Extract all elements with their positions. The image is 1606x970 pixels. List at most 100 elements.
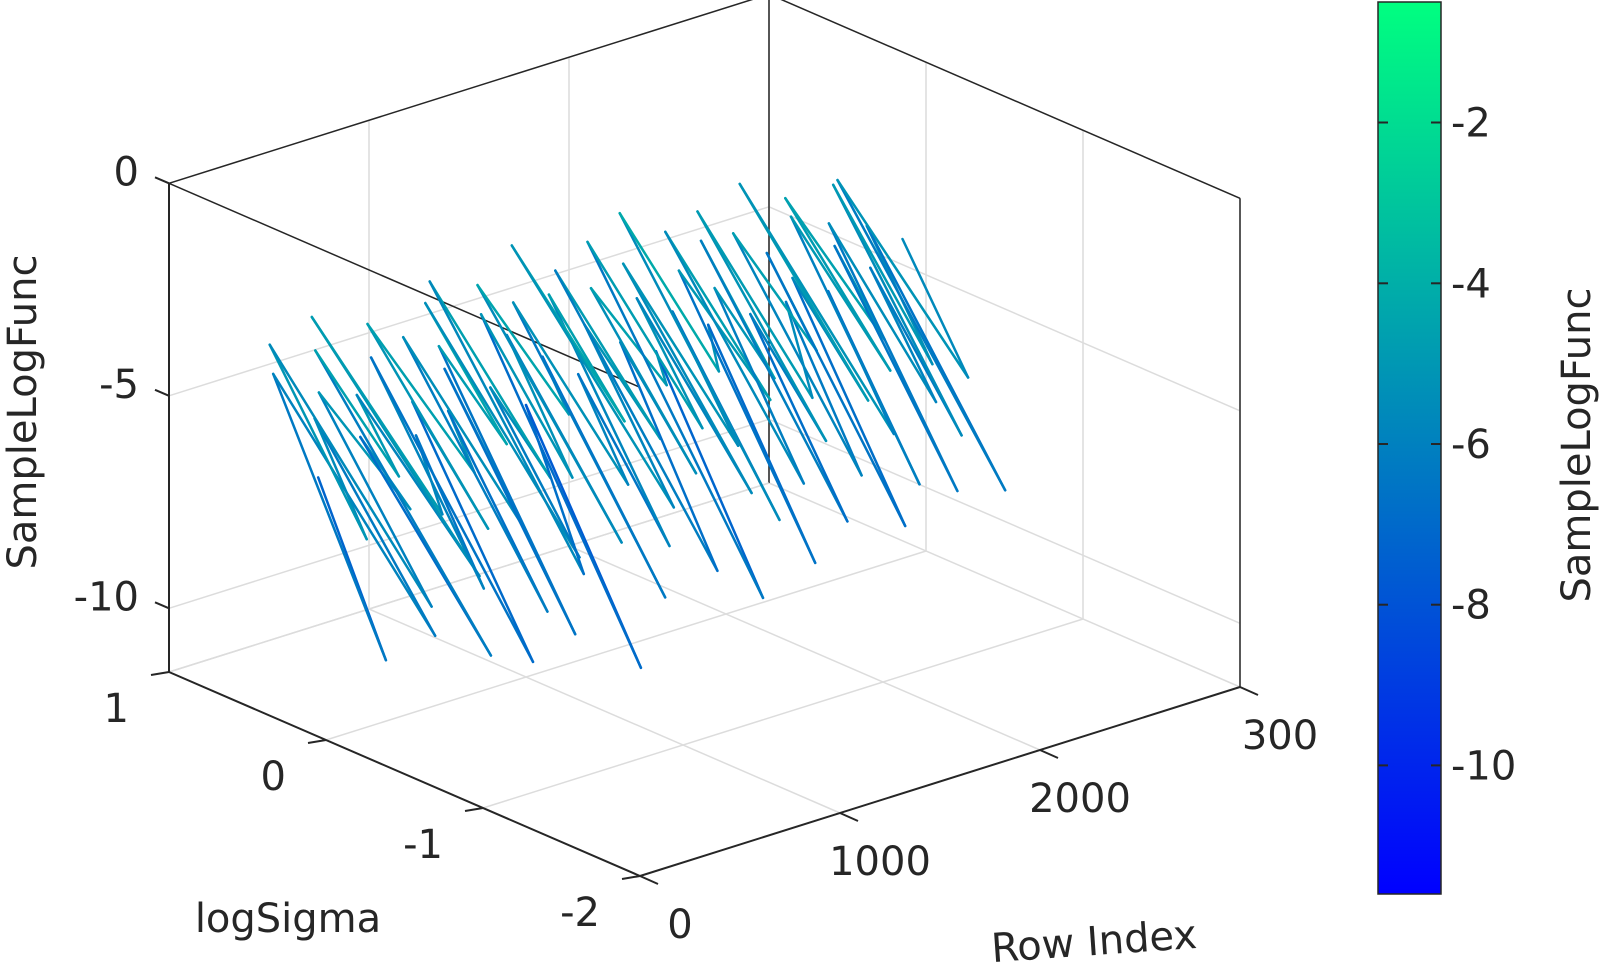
colorbar-label: SampleLogFunc [1554,288,1600,603]
data-segment-0-67 [586,240,765,600]
data-segment-0-76 [618,211,721,373]
data-segment-0-12 [314,349,401,478]
y-tick-label-2: 0 [261,754,286,800]
x-axis-line [639,686,1241,877]
data-segment-0-72 [621,262,740,447]
data-segment-0-57 [583,323,676,509]
colorbar-gradient [1377,1,1442,895]
grid-side-z-0 [768,418,1241,624]
data-segment-0-105 [784,196,892,372]
data-segment-0-38 [428,280,586,576]
y-tick-mark-0 [621,875,641,880]
y-axis-label: logSigma [195,896,381,942]
y-tick-mark-2 [307,739,327,744]
data-segment-0-71 [621,262,753,495]
data-segment-0-61 [619,341,719,573]
data-segment-0-97 [791,276,907,528]
colorbar-tick-label-0: -10 [1451,743,1516,789]
x-tick-label-1: 1000 [829,839,931,885]
grid-lines [168,0,1241,877]
z-tick-label-2: 0 [114,149,139,195]
x-tick-mark-1 [839,812,859,822]
z-tick-mark-0 [154,601,170,610]
data-segment-0-94 [731,232,818,352]
box-edge-4 [780,0,1241,199]
colorbar-tick-label-2: -6 [1451,422,1491,468]
data-segment-0-6 [268,343,433,608]
grid-floor-x-3 [768,482,1241,688]
data-segment-0-51 [576,372,630,486]
box-edge-5 [168,182,641,388]
data-segment-0-91 [784,300,814,400]
data-segment-0-42 [479,313,574,479]
grid-side-z-2 [780,0,1241,199]
data-segment-0-23 [366,322,490,530]
data-segment-0-86 [699,239,849,523]
data-lines [268,178,1007,670]
data-segment-0-113 [831,183,963,437]
data-segment-0-83 [713,286,806,485]
box-edge-7 [168,482,770,673]
axis-lines [168,183,1241,877]
data-segment-0-90 [696,210,814,400]
data-segment-0-119 [901,237,970,379]
data-segment-0-28 [401,335,528,533]
data-segment-0-24 [366,322,476,475]
data-segment-0-69 [635,297,704,430]
data-segment-0-110 [827,222,938,404]
x-axis-label: Row Index [990,912,1199,970]
data-segment-0-103 [789,215,921,486]
data-segment-0-118 [836,178,970,379]
z-tick-label-0: -10 [74,574,139,620]
x-tick-label-2: 2000 [1029,776,1131,822]
data-segment-0-60 [554,269,719,573]
grid-floor-y-1 [482,618,1084,809]
data-segment-0-92 [784,300,863,477]
data-segment-0-31 [437,344,577,636]
x-tick-mark-0 [639,875,659,885]
data-segment-0-20 [369,356,535,664]
z-tick-mark-2 [154,176,170,185]
data-segment-0-75 [618,211,781,522]
x-tick-mark-2 [1039,749,1059,759]
y-tick-label-1: -1 [403,822,443,868]
data-segment-0-7 [317,391,433,608]
data-segment-0-82 [664,230,806,485]
box-edge-2 [168,0,754,185]
z-tick-label-1: -5 [99,362,139,408]
data-segment-0-87 [749,312,849,523]
data-segment-0-2 [271,372,437,638]
data-segment-0-35 [489,386,581,559]
colorbar-ticks: -10 -8 -6 -4 -2 [1378,101,1516,789]
data-segment-0-46 [476,283,571,416]
data-segment-0-41 [479,313,643,670]
data-segment-0-79 [677,269,817,565]
grid-back-z-0 [168,418,770,610]
colorbar: -10 -8 -6 -4 -2 SampleLogFunc [1377,1,1600,895]
data-segment-0-106 [784,196,886,341]
x-tick-label-0: 0 [667,902,692,948]
grid-floor-x-1 [368,608,841,814]
data-segment-0-66 [654,350,765,600]
z-tick-mark-1 [154,388,170,397]
data-segment-0-59 [554,269,662,441]
grid-back-z-2 [168,0,754,185]
data-segment-0-21 [411,400,535,664]
data-segment-0-3 [313,417,437,638]
data-segment-0-5 [268,343,368,541]
y-tick-label-0: -2 [560,890,600,936]
data-segment-0-45 [476,283,623,544]
data-segment-0-1 [271,372,388,662]
data-segment-0-37 [428,280,552,479]
tick-marks [150,176,1259,885]
data-segment-0-89 [696,210,828,443]
data-segment-0-11 [314,349,493,657]
data-segment-0-19 [369,356,486,590]
data-segment-0-68 [586,240,704,430]
data-segment-0-16 [310,315,444,516]
data-segment-0-114 [831,183,934,366]
x-tick-label-3: 300 [1242,713,1318,759]
y-tick-label-3: 1 [104,686,129,732]
data-segment-0-109 [827,222,959,493]
